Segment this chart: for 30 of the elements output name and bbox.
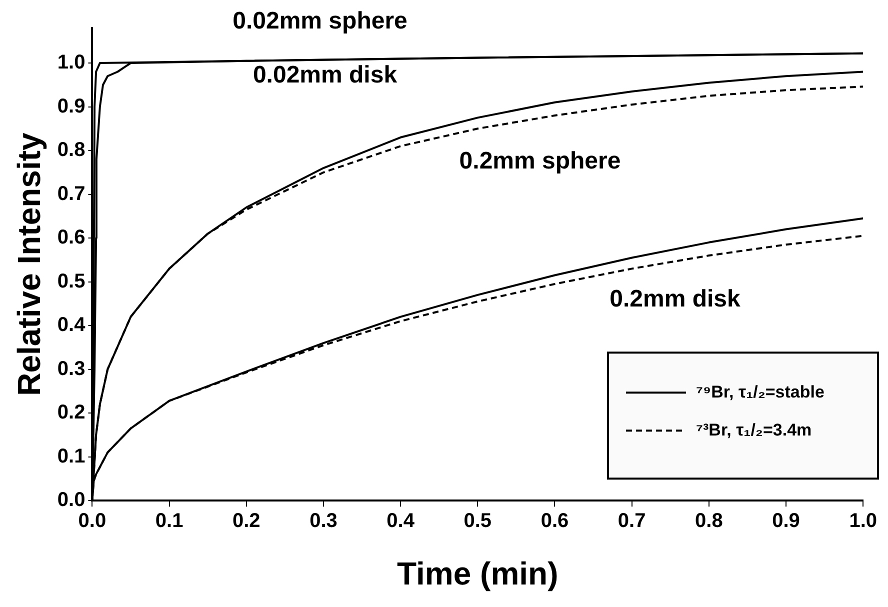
x-tick-label: 0.4: [386, 510, 416, 532]
y-tick-label: 0.4: [57, 314, 86, 336]
legend-label: ⁷³Br, τ₁/₂=3.4m: [696, 420, 812, 440]
annotation: 0.2mm sphere: [459, 148, 621, 175]
x-tick-label: 0.6: [540, 510, 569, 532]
legend-label: ⁷⁹Br, τ₁/₂=stable: [696, 382, 824, 402]
x-tick-label: 0.0: [78, 510, 106, 532]
y-tick-label: 0.9: [57, 95, 86, 118]
annotation: 0.2mm disk: [610, 286, 742, 313]
y-tick-label: 0.6: [57, 226, 86, 249]
annotation: 0.02mm disk: [252, 62, 398, 89]
y-tick-label: 0.3: [57, 358, 86, 380]
y-tick-label: 0.7: [57, 182, 86, 205]
x-tick-label: 0.5: [464, 510, 492, 532]
x-tick-label: 1.0: [849, 510, 878, 532]
y-tick-label: 1.0: [57, 52, 86, 74]
y-tick-label: 0.0: [57, 489, 86, 512]
y-tick-label: 0.1: [57, 445, 86, 468]
x-axis-title: Time (min): [397, 556, 558, 592]
x-tick-label: 0.8: [695, 510, 723, 532]
y-tick-label: 0.5: [57, 270, 86, 292]
y-tick-label: 0.2: [57, 402, 86, 424]
x-tick-label: 0.2: [232, 510, 260, 532]
x-tick-label: 0.7: [618, 510, 646, 532]
x-tick-label: 0.9: [772, 510, 800, 532]
y-axis-title: Relative Intensity: [11, 132, 48, 396]
x-tick-label: 0.3: [310, 510, 338, 532]
y-tick-label: 0.8: [57, 139, 86, 162]
x-tick-label: 0.1: [155, 510, 184, 532]
annotation: 0.02mm sphere: [232, 8, 408, 35]
